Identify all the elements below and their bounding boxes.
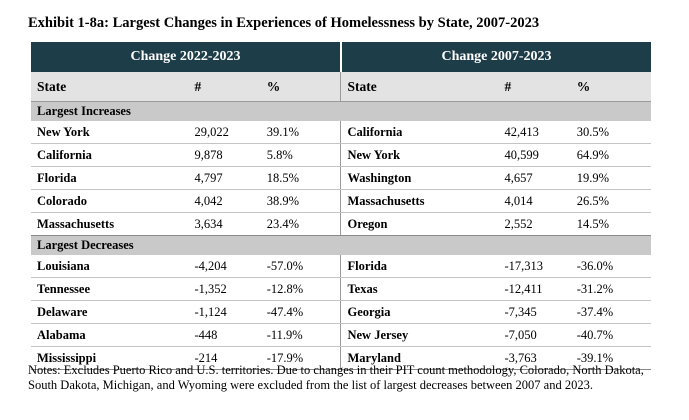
number-cell: 4,042 bbox=[188, 189, 261, 213]
col-header-state-right: State bbox=[340, 72, 499, 102]
number-cell: 2,552 bbox=[498, 212, 571, 236]
state-cell: Delaware bbox=[31, 300, 189, 324]
state-cell: Louisiana bbox=[31, 255, 189, 278]
percent-cell: 26.5% bbox=[570, 189, 651, 213]
percent-cell: 14.5% bbox=[570, 212, 651, 236]
number-cell: 3,634 bbox=[188, 212, 261, 236]
table-row: Louisiana -4,204 -57.0% Florida -17,313 … bbox=[31, 255, 651, 278]
number-cell: -1,352 bbox=[188, 277, 261, 301]
column-header-row: State # % State # % bbox=[31, 72, 651, 102]
table-notes: Notes: Excludes Puerto Rico and U.S. ter… bbox=[28, 363, 644, 392]
section-label: Largest Increases bbox=[31, 101, 651, 121]
col-header-percent-left: % bbox=[260, 72, 341, 102]
state-cell: California bbox=[340, 121, 499, 144]
percent-cell: -40.7% bbox=[570, 323, 651, 347]
number-cell: -17,313 bbox=[498, 255, 571, 278]
group-header-2022-2023: Change 2022-2023 bbox=[31, 42, 341, 72]
section-label: Largest Decreases bbox=[31, 235, 651, 255]
section-header-decreases: Largest Decreases bbox=[31, 235, 651, 255]
table-row: Florida 4,797 18.5% Washington 4,657 19.… bbox=[31, 166, 651, 190]
state-cell: Washington bbox=[340, 166, 499, 190]
col-header-number-right: # bbox=[498, 72, 571, 102]
state-cell: Florida bbox=[340, 255, 499, 278]
percent-cell: 38.9% bbox=[260, 189, 341, 213]
table-row: Colorado 4,042 38.9% Massachusetts 4,014… bbox=[31, 189, 651, 213]
table-row: California 9,878 5.8% New York 40,599 64… bbox=[31, 143, 651, 167]
state-cell: Texas bbox=[340, 277, 499, 301]
section-header-increases: Largest Increases bbox=[31, 101, 651, 121]
state-cell: Georgia bbox=[340, 300, 499, 324]
state-cell: Oregon bbox=[340, 212, 499, 236]
state-cell: Massachusetts bbox=[340, 189, 499, 213]
percent-cell: -57.0% bbox=[260, 255, 341, 278]
group-header-row: Change 2022-2023 Change 2007-2023 bbox=[31, 42, 651, 72]
percent-cell: 23.4% bbox=[260, 212, 341, 236]
state-cell: Tennessee bbox=[31, 277, 189, 301]
number-cell: 42,413 bbox=[498, 121, 571, 144]
number-cell: 4,014 bbox=[498, 189, 571, 213]
percent-cell: -31.2% bbox=[570, 277, 651, 301]
table-row: Delaware -1,124 -47.4% Georgia -7,345 -3… bbox=[31, 300, 651, 324]
number-cell: 40,599 bbox=[498, 143, 571, 167]
number-cell: -448 bbox=[188, 323, 261, 347]
col-header-percent-right: % bbox=[570, 72, 651, 102]
table-row: Tennessee -1,352 -12.8% Texas -12,411 -3… bbox=[31, 277, 651, 301]
state-cell: Mississippi bbox=[31, 346, 189, 370]
col-header-number-left: # bbox=[188, 72, 261, 102]
state-cell: New York bbox=[340, 143, 499, 167]
number-cell: -12,411 bbox=[498, 277, 571, 301]
number-cell: -7,345 bbox=[498, 300, 571, 324]
percent-cell: 30.5% bbox=[570, 121, 651, 144]
exhibit-title: Exhibit 1-8a: Largest Changes in Experie… bbox=[28, 15, 540, 31]
percent-cell: -12.8% bbox=[260, 277, 341, 301]
table-row: Alabama -448 -11.9% New Jersey -7,050 -4… bbox=[31, 323, 651, 347]
percent-cell: -11.9% bbox=[260, 323, 341, 347]
table-row: New York 29,022 39.1% California 42,413 … bbox=[31, 121, 651, 144]
number-cell: -214 bbox=[188, 346, 261, 370]
number-cell: 9,878 bbox=[188, 143, 261, 167]
state-cell: Alabama bbox=[31, 323, 189, 347]
number-cell: -4,204 bbox=[188, 255, 261, 278]
percent-cell: -37.4% bbox=[570, 300, 651, 324]
number-cell: 4,797 bbox=[188, 166, 261, 190]
col-header-state-left: State bbox=[31, 72, 189, 102]
percent-cell: -39.1% bbox=[570, 346, 651, 370]
percent-cell: -36.0% bbox=[570, 255, 651, 278]
percent-cell: 39.1% bbox=[260, 121, 341, 144]
percent-cell: -47.4% bbox=[260, 300, 341, 324]
state-cell: Massachusetts bbox=[31, 212, 189, 236]
state-cell: California bbox=[31, 143, 189, 167]
group-header-2007-2023: Change 2007-2023 bbox=[339, 42, 651, 72]
percent-cell: 18.5% bbox=[260, 166, 341, 190]
number-cell: 29,022 bbox=[188, 121, 261, 144]
number-cell: -1,124 bbox=[188, 300, 261, 324]
percent-cell: 64.9% bbox=[570, 143, 651, 167]
table-row: Massachusetts 3,634 23.4% Oregon 2,552 1… bbox=[31, 212, 651, 236]
homelessness-changes-table: Change 2022-2023 Change 2007-2023 State … bbox=[31, 42, 651, 370]
percent-cell: 5.8% bbox=[260, 143, 341, 167]
percent-cell: -17.9% bbox=[260, 346, 341, 370]
table-row: Mississippi -214 -17.9% Maryland -3,763 … bbox=[31, 346, 651, 370]
state-cell: New Jersey bbox=[340, 323, 499, 347]
percent-cell: 19.9% bbox=[570, 166, 651, 190]
number-cell: 4,657 bbox=[498, 166, 571, 190]
state-cell: Colorado bbox=[31, 189, 189, 213]
number-cell: -3,763 bbox=[498, 346, 571, 370]
state-cell: Maryland bbox=[340, 346, 499, 370]
state-cell: Florida bbox=[31, 166, 189, 190]
state-cell: New York bbox=[31, 121, 189, 144]
number-cell: -7,050 bbox=[498, 323, 571, 347]
